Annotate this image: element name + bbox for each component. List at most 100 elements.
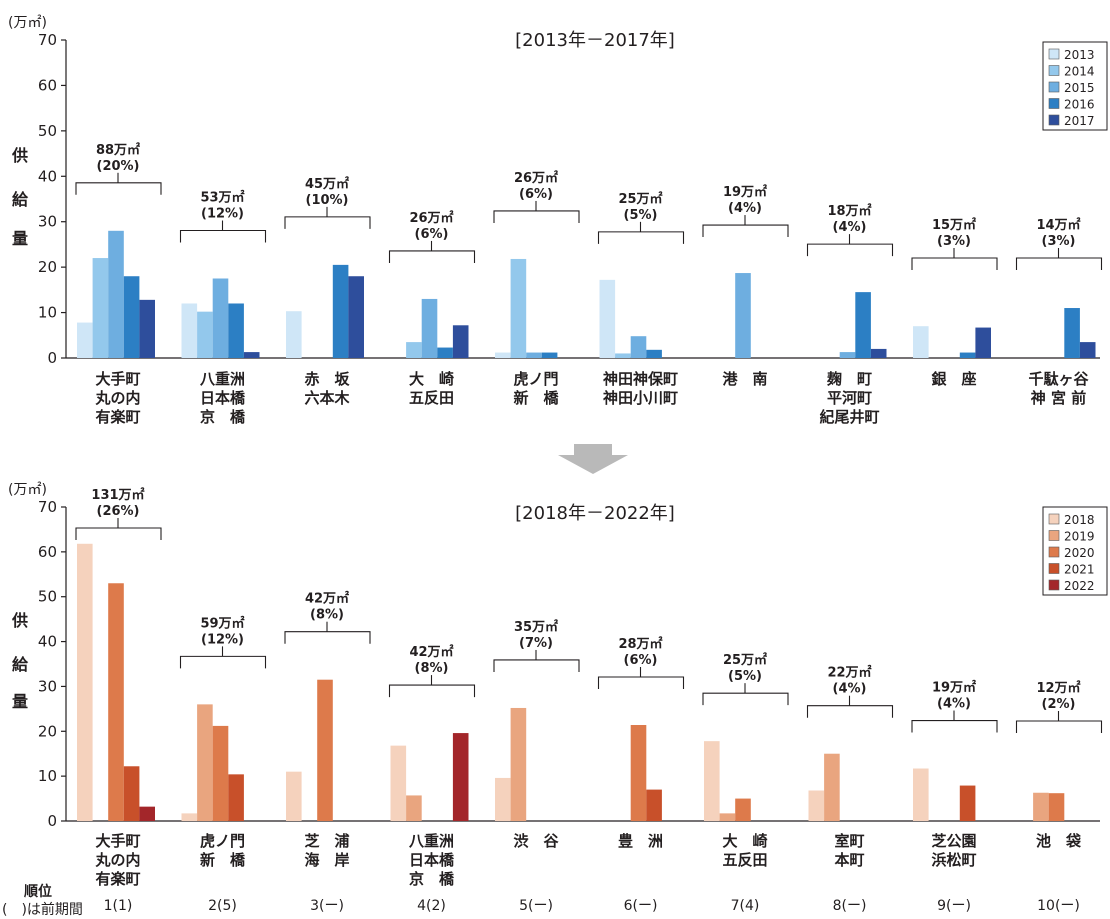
bracket: 26万㎡(6%) [388, 210, 476, 263]
bar [243, 352, 260, 358]
bracket: 28万㎡(6%) [597, 636, 685, 690]
bar [735, 273, 751, 358]
bar [228, 774, 244, 821]
y-unit-label: (万㎡) [8, 482, 47, 498]
bar [495, 777, 511, 821]
bar [212, 278, 229, 358]
category-label: 有楽町 [95, 870, 140, 888]
bar [959, 352, 976, 358]
supply-share-label: (2%) [1042, 697, 1076, 712]
category-label: 芝公園 [931, 832, 976, 850]
legend: 2018 2019 2020 2021 2022 [1042, 506, 1108, 596]
bracket-line [911, 719, 998, 733]
y-tick-label: 50 [38, 122, 57, 140]
y-axis-label-char: 供 [11, 611, 28, 630]
category-label: 芝 浦 [304, 832, 349, 850]
bracket-line [284, 216, 371, 229]
category-label: 有楽町 [95, 408, 140, 426]
category-label: 海 岸 [304, 851, 349, 869]
legend-swatch [1048, 114, 1060, 126]
bar [719, 813, 736, 821]
bar [406, 342, 422, 358]
legend-swatch [1048, 530, 1060, 541]
legend-swatch [1048, 546, 1060, 558]
bar [77, 543, 93, 821]
bracket-line [1015, 257, 1103, 270]
bar [197, 311, 213, 358]
category-label: 京 橋 [409, 870, 455, 888]
bracket-line [493, 210, 580, 223]
category-label: 大 崎 [722, 832, 767, 850]
legend-swatch [1048, 81, 1060, 93]
supply-share-label: (12%) [201, 632, 244, 647]
category-label: 浜松町 [931, 851, 976, 869]
supply-share-label: (3%) [1042, 234, 1076, 249]
category-label: 平河町 [827, 389, 872, 407]
bracket: 53万㎡(12%) [179, 190, 267, 243]
supply-total-label: 42万㎡ [305, 591, 349, 607]
category-label: 神田神保町 [603, 370, 678, 388]
bar [913, 768, 929, 821]
y-axis-label-char: 量 [12, 229, 28, 248]
rank-value: 3(ー) [310, 898, 344, 914]
bar [139, 806, 155, 821]
supply-total-label: 14万㎡ [1036, 217, 1080, 233]
bracket: 14万㎡(3%) [1015, 217, 1103, 270]
bar [421, 298, 438, 358]
y-tick-label: 10 [38, 304, 57, 322]
bar [599, 279, 616, 358]
category-label: 日本橋 [200, 389, 246, 407]
bracket: 15万㎡(3%) [911, 217, 998, 270]
bar [959, 785, 976, 821]
bar [286, 771, 302, 821]
rank-value: 10(ー) [1037, 898, 1080, 914]
category-label: 赤 坂 [304, 370, 350, 388]
category-label: 虎ノ門 [513, 370, 558, 388]
down-arrow-icon [558, 444, 628, 474]
supply-total-label: 26万㎡ [409, 210, 453, 226]
bar [123, 766, 140, 821]
category-label: 京 橋 [200, 408, 246, 426]
category-label: 八重洲 [408, 832, 454, 850]
ranking-note: ( )は前期間 [2, 901, 83, 918]
y-tick-label: 40 [38, 633, 57, 651]
bar [615, 353, 631, 358]
supply-total-label: 19万㎡ [723, 184, 767, 200]
legend-label: 2016 [1064, 98, 1095, 112]
chart-2013-2017: 010203040506070(万㎡)供給量[2013年－2017年]20132… [8, 15, 1108, 426]
category-label: 神 宮 前 [1031, 389, 1086, 407]
legend-label: 2020 [1064, 546, 1095, 560]
supply-share-label: (8%) [310, 608, 344, 623]
y-axis-label-char: 供 [11, 146, 28, 165]
rank-value: 5(ー) [519, 898, 553, 914]
bar [228, 303, 244, 358]
supply-share-label: (4%) [833, 220, 867, 235]
y-tick-label: 30 [38, 677, 57, 695]
supply-total-label: 22万㎡ [827, 665, 871, 681]
bar [332, 264, 349, 358]
supply-total-label: 53万㎡ [200, 190, 244, 206]
category-label: 五反田 [722, 851, 767, 869]
legend-label: 2015 [1064, 81, 1095, 95]
category-label: 港 南 [722, 370, 767, 388]
bar [510, 707, 527, 821]
y-unit-label: (万㎡) [8, 15, 47, 31]
supply-share-label: (4%) [937, 697, 971, 712]
bracket-line [702, 692, 789, 706]
category-label: 大手町 [95, 370, 140, 388]
chart-title: [2013年－2017年] [515, 30, 675, 51]
supply-share-label: (6%) [624, 653, 658, 668]
supply-total-label: 88万㎡ [96, 142, 140, 158]
bracket-line [388, 684, 476, 698]
category-label: 池 袋 [1036, 832, 1082, 850]
legend-label: 2022 [1064, 579, 1095, 593]
bracket-line [284, 631, 371, 644]
y-axis-label-char: 給 [12, 655, 29, 674]
supply-share-label: (6%) [519, 187, 553, 202]
chart-title: [2018年－2022年] [515, 503, 675, 524]
bracket: 25万㎡(5%) [702, 652, 789, 706]
bar [181, 813, 198, 821]
supply-share-label: (7%) [519, 636, 553, 651]
y-axis-label-char: 給 [12, 190, 29, 209]
bar [181, 303, 198, 358]
